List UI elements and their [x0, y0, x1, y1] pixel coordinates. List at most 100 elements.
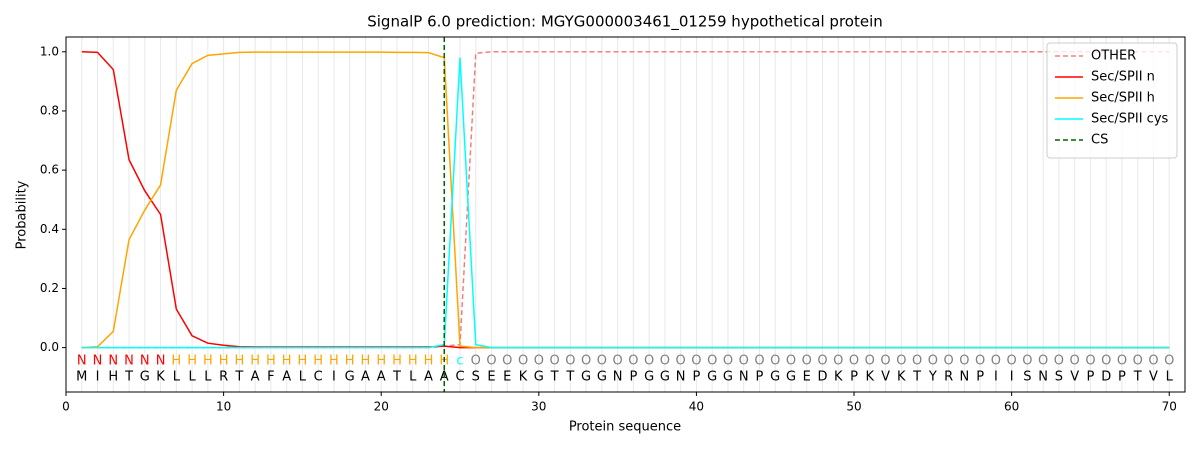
residue: K — [897, 370, 906, 385]
residue: E — [803, 370, 811, 385]
region-label: H — [424, 354, 434, 369]
region-label: O — [502, 354, 512, 369]
residue: M — [76, 370, 87, 385]
x-tick-label: 0 — [62, 400, 70, 414]
residue: I — [994, 370, 998, 385]
residue: P — [693, 370, 701, 385]
residue: N — [739, 370, 749, 385]
residue: C — [314, 370, 323, 385]
residue: T — [124, 370, 133, 385]
region-label: H — [266, 354, 276, 369]
region-label: O — [880, 354, 890, 369]
region-label: O — [1101, 354, 1111, 369]
residue: G — [770, 370, 780, 385]
residue: G — [660, 370, 670, 385]
x-tick-label: 30 — [531, 400, 546, 414]
region-label: O — [1117, 354, 1127, 369]
residue: T — [234, 370, 243, 385]
region-label: O — [943, 354, 953, 369]
y-tick-label: 0.8 — [40, 103, 59, 117]
residue: S — [1023, 370, 1031, 385]
residue: H — [108, 370, 118, 385]
region-label: O — [833, 354, 843, 369]
residue: G — [345, 370, 355, 385]
residue: D — [817, 370, 827, 385]
x-axis-label: Protein sequence — [569, 420, 681, 435]
residue: G — [597, 370, 607, 385]
residue: L — [204, 370, 212, 385]
y-tick-label: 0.2 — [40, 281, 59, 295]
region-label: N — [77, 354, 87, 369]
x-tick-label: 70 — [1162, 400, 1177, 414]
region-label: O — [518, 354, 528, 369]
region-label: O — [1148, 354, 1158, 369]
region-label: H — [408, 354, 418, 369]
legend-label: Sec/SPII h — [1091, 91, 1155, 106]
region-label: O — [676, 354, 686, 369]
x-tick-label: 50 — [846, 400, 861, 414]
region-label: H — [392, 354, 402, 369]
residue: P — [976, 370, 984, 385]
legend-label: Sec/SPII n — [1091, 70, 1155, 85]
residue: L — [1166, 370, 1174, 385]
region-label: O — [471, 354, 481, 369]
x-tick-label: 20 — [374, 400, 389, 414]
x-tick-label: 40 — [689, 400, 704, 414]
residue: G — [723, 370, 733, 385]
residue: A — [251, 370, 260, 385]
residue: N — [959, 370, 969, 385]
legend-box — [1046, 42, 1178, 159]
region-label: O — [928, 354, 938, 369]
residue: P — [1118, 370, 1126, 385]
residue: I — [96, 370, 100, 385]
series-line — [81, 57, 1170, 349]
residue: G — [581, 370, 591, 385]
region-label: O — [975, 354, 985, 369]
region-label: H — [219, 354, 229, 369]
residue: I — [1010, 370, 1014, 385]
region-label: O — [865, 354, 875, 369]
residue: P — [629, 370, 637, 385]
residue: P — [756, 370, 764, 385]
region-label: O — [802, 354, 812, 369]
region-label: N — [156, 354, 166, 369]
region-label: O — [959, 354, 969, 369]
region-label: O — [1085, 354, 1095, 369]
region-label: H — [282, 354, 292, 369]
y-axis-label: Probability — [15, 180, 30, 249]
region-label: N — [93, 354, 103, 369]
y-tick-label: 0.6 — [40, 163, 59, 177]
residue: A — [424, 370, 433, 385]
region-label: O — [1133, 354, 1143, 369]
residue: P — [1087, 370, 1095, 385]
region-label: H — [250, 354, 260, 369]
region-label: O — [691, 354, 701, 369]
region-label: O — [1054, 354, 1064, 369]
region-label: O — [613, 354, 623, 369]
residue: T — [392, 370, 401, 385]
region-label: H — [361, 354, 371, 369]
legend-label: CS — [1091, 133, 1108, 148]
residue: T — [550, 370, 559, 385]
residue: G — [644, 370, 654, 385]
residue: L — [173, 370, 181, 385]
residue: A — [361, 370, 370, 385]
region-label: H — [313, 354, 323, 369]
residue: C — [455, 370, 464, 385]
residue: D — [1101, 370, 1111, 385]
region-label: O — [644, 354, 654, 369]
residue: V — [1149, 370, 1158, 385]
region-label: O — [1070, 354, 1080, 369]
region-label: O — [565, 354, 575, 369]
legend-label: OTHER — [1091, 49, 1136, 64]
residue: T — [1133, 370, 1142, 385]
residue: G — [707, 370, 717, 385]
region-label: O — [991, 354, 1001, 369]
region-label: O — [1022, 354, 1032, 369]
region-label: O — [707, 354, 717, 369]
region-label: H — [203, 354, 213, 369]
residue: V — [881, 370, 890, 385]
region-label: O — [534, 354, 544, 369]
y-tick-label: 0.0 — [40, 340, 59, 354]
